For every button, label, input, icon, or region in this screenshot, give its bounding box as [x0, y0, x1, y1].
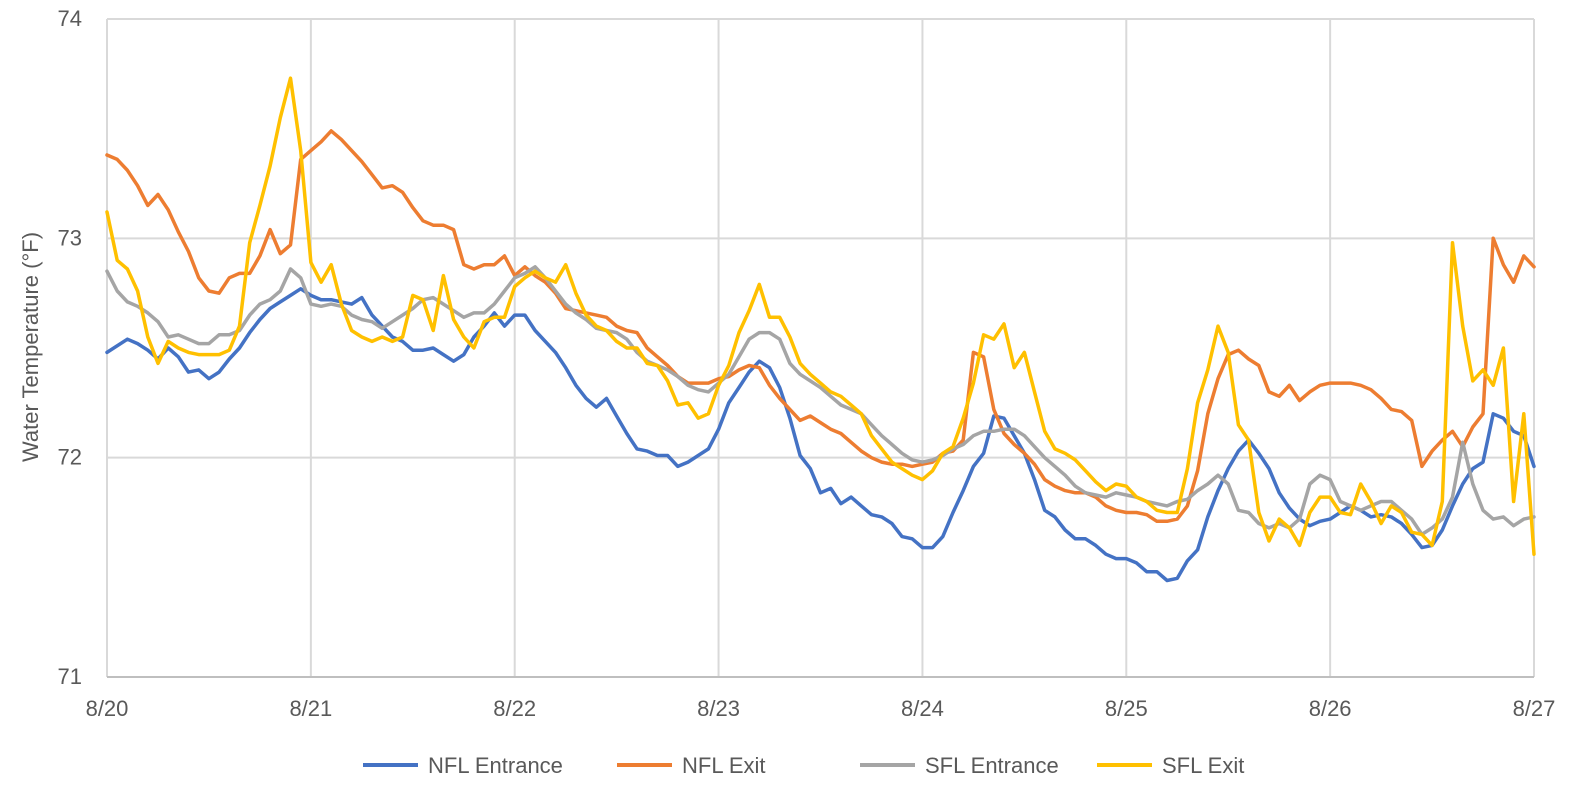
x-tick-label: 8/20 [86, 696, 129, 721]
grid-lines [106, 18, 1535, 678]
legend-label: SFL Exit [1162, 753, 1244, 778]
legend-label: SFL Entrance [925, 753, 1059, 778]
y-tick-label: 74 [58, 6, 82, 31]
series-line-sfl-exit [105, 76, 1536, 556]
x-tick-label: 8/23 [697, 696, 740, 721]
series-line-nfl-exit [105, 129, 1536, 524]
x-tick-label: 8/25 [1105, 696, 1148, 721]
y-axis-title: Water Temperature (°F) [18, 232, 43, 462]
x-tick-label: 8/27 [1513, 696, 1556, 721]
y-tick-label: 72 [58, 445, 82, 470]
x-tick-labels: 8/20 8/21 8/22 8/23 8/24 8/25 8/26 8/27 [86, 696, 1556, 721]
legend-label: NFL Exit [682, 753, 766, 778]
x-tick-label: 8/24 [901, 696, 944, 721]
x-tick-label: 8/26 [1309, 696, 1352, 721]
series-line-nfl-entrance [105, 287, 1536, 583]
x-tick-label: 8/21 [289, 696, 332, 721]
y-tick-labels: 71 72 73 74 [58, 6, 82, 689]
series-lines [105, 76, 1536, 583]
x-tick-label: 8/22 [493, 696, 536, 721]
legend-label: NFL Entrance [428, 753, 563, 778]
y-tick-label: 73 [58, 225, 82, 250]
legend: NFL Entrance NFL Exit SFL Entrance SFL Exit [363, 753, 1244, 778]
y-tick-label: 71 [58, 664, 82, 689]
